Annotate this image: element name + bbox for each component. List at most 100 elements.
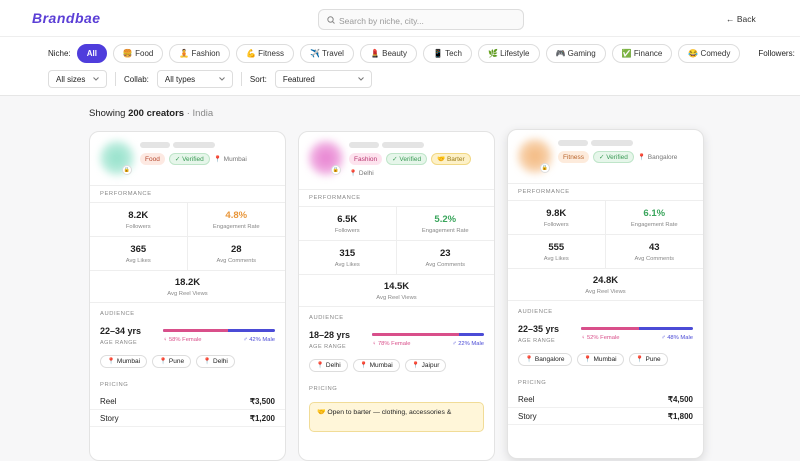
metric: 43 Avg Comments bbox=[605, 235, 703, 269]
age-block: 22–34 yrs AGE RANGE bbox=[100, 326, 141, 346]
metric: 28 Avg Comments bbox=[187, 237, 285, 271]
niche-chip[interactable]: 🧘 Fashion bbox=[169, 43, 230, 63]
female-share bbox=[372, 333, 460, 336]
male-label: ♂ 42% Male bbox=[243, 337, 275, 343]
age-label: AGE RANGE bbox=[100, 340, 138, 346]
metric: 23 Avg Comments bbox=[396, 241, 494, 275]
male-label: ♂ 22% Male bbox=[452, 341, 484, 347]
metric-label: Avg Reel Views bbox=[167, 290, 208, 297]
niche-chip[interactable]: 🍔 Food bbox=[112, 43, 164, 63]
female-label: ♀ 78% Female bbox=[372, 341, 411, 347]
price-name: Story bbox=[518, 411, 537, 421]
section-label: AUDIENCE bbox=[518, 309, 553, 315]
gender-labels: ♀ 58% Female ♂ 42% Male bbox=[163, 337, 275, 343]
city-chip: 📍 Pune bbox=[628, 352, 668, 366]
select-value: Featured bbox=[282, 74, 315, 84]
section-label: PERFORMANCE bbox=[100, 191, 152, 197]
price-name: Reel bbox=[100, 396, 117, 406]
metric-value: 365 bbox=[130, 243, 147, 255]
metric-value: 6.5K bbox=[337, 213, 358, 225]
tags: Fashion ✓ Verified 🤝 Barter 📍 Delhi bbox=[349, 153, 489, 177]
gender-bar bbox=[163, 329, 275, 332]
sort-label: Sort: bbox=[249, 74, 267, 84]
creator-card[interactable]: 🔒 Fashion ✓ Verified 🤝 Barter 📍 Delhi PERFORM… bbox=[298, 131, 495, 461]
card-header: 🔒 Fashion ✓ Verified 🤝 Barter 📍 Delhi bbox=[299, 132, 494, 190]
section-label: PRICING bbox=[518, 380, 547, 386]
location: 📍 Mumbai bbox=[213, 156, 247, 163]
verified-tag: ✓ Verified bbox=[592, 151, 634, 163]
metric: 18.2K Avg Reel Views bbox=[90, 271, 285, 303]
price-value: ₹1,200 bbox=[249, 413, 275, 423]
cities: 📍 Mumbai 📍 Pune 📍 Delhi bbox=[90, 350, 285, 372]
niche-chip[interactable]: ✅ Finance bbox=[611, 43, 673, 63]
metric-label: Engagement Rate bbox=[630, 221, 678, 228]
metric: 9.8K Followers bbox=[508, 201, 606, 235]
name-placeholder bbox=[140, 142, 170, 148]
gender-labels: ♀ 52% Female ♂ 48% Male bbox=[581, 335, 693, 341]
tags: Fitness ✓ Verified 📍 Bangalore bbox=[558, 151, 698, 163]
niche-chip[interactable]: 😂 Comedy bbox=[678, 43, 741, 63]
niche-chip[interactable]: 💄 Beauty bbox=[359, 43, 418, 63]
male-label: ♂ 48% Male bbox=[661, 335, 693, 341]
summary-prefix: Showing bbox=[89, 108, 126, 119]
metric-label: Avg Comments bbox=[216, 257, 257, 264]
metric-value: 315 bbox=[339, 247, 356, 259]
metric-label: Followers bbox=[334, 227, 360, 234]
creator-card[interactable]: 🔒 Food ✓ Verified 📍 Mumbai PERFORMANCE 8.2K Fo… bbox=[89, 131, 286, 461]
metric: 14.5K Avg Reel Views bbox=[299, 275, 494, 307]
niche-chip[interactable]: All bbox=[76, 43, 107, 63]
city-chip: 📍 Jaipur bbox=[404, 358, 447, 372]
price-row: Story ₹1,800 bbox=[508, 408, 703, 425]
city-chip: 📍 Mumbai bbox=[576, 352, 624, 366]
section-label: PERFORMANCE bbox=[518, 189, 570, 195]
summary-count: 200 creators bbox=[128, 108, 185, 119]
logo[interactable]: Brandbae bbox=[32, 10, 101, 26]
niche-chip[interactable]: ✈️ Travel bbox=[299, 43, 354, 63]
female-label: ♀ 52% Female bbox=[581, 335, 620, 341]
card-header: 🔒 Food ✓ Verified 📍 Mumbai bbox=[90, 132, 285, 186]
city-chip: 📍 Delhi bbox=[196, 354, 235, 368]
metrics: 8.2K Followers 4.8% Engagement Rate 365 Avg L… bbox=[90, 202, 285, 303]
location: 📍 Delhi bbox=[349, 170, 374, 177]
metric: 6.1% Engagement Rate bbox=[605, 201, 703, 235]
niche-tag: Fitness bbox=[558, 151, 589, 163]
section-label: PRICING bbox=[309, 386, 338, 392]
age-label: AGE RANGE bbox=[518, 338, 556, 344]
followers-label: Followers: bbox=[758, 48, 795, 58]
age-range: 22–35 yrs bbox=[518, 324, 560, 334]
chevron bbox=[219, 77, 225, 81]
metric-label: Avg Likes bbox=[334, 261, 360, 268]
back-button[interactable]: ← Back bbox=[726, 14, 756, 24]
tags: Food ✓ Verified 📍 Mumbai bbox=[140, 153, 280, 165]
price-row: Reel ₹4,500 bbox=[508, 391, 703, 408]
metric: 365 Avg Likes bbox=[90, 237, 188, 271]
metric-value: 555 bbox=[548, 241, 565, 253]
metric-label: Avg Reel Views bbox=[585, 288, 626, 295]
niche-filter: Niche: All 🍔 Food 🧘 Fashion 💪 Fitness ✈️ Trav… bbox=[48, 43, 795, 63]
metric: 6.5K Followers bbox=[299, 207, 397, 241]
female-share bbox=[581, 327, 640, 330]
select[interactable]: All types bbox=[156, 70, 233, 88]
lock-badge: 🔒 bbox=[122, 165, 132, 175]
niche-label: Niche: bbox=[48, 48, 71, 58]
select[interactable]: All sizes bbox=[48, 70, 107, 88]
price-value: ₹4,500 bbox=[667, 394, 693, 404]
niche-chip[interactable]: 🌿 Lifestyle bbox=[477, 43, 540, 63]
metric-label: Avg Likes bbox=[543, 255, 569, 262]
age-label: AGE RANGE bbox=[309, 344, 347, 350]
metric-value: 28 bbox=[230, 243, 242, 255]
price-value: ₹3,500 bbox=[249, 396, 275, 406]
metric: 8.2K Followers bbox=[90, 203, 188, 237]
metric-label: Avg Likes bbox=[125, 257, 151, 264]
female-share bbox=[163, 329, 228, 332]
gender: ♀ 78% Female ♂ 22% Male bbox=[372, 333, 484, 347]
metric-value: 18.2K bbox=[174, 276, 201, 288]
search-box[interactable]: Search by niche, city... bbox=[318, 9, 524, 30]
creator-card[interactable]: 🔒 Fitness ✓ Verified 📍 Bangalore PERFORMANCE… bbox=[507, 129, 704, 459]
niche-chip[interactable]: 🎮 Gaming bbox=[545, 43, 606, 63]
niche-chip[interactable]: 💪 Fitness bbox=[236, 43, 294, 63]
metric-label: Followers bbox=[125, 223, 151, 230]
select[interactable]: Featured bbox=[274, 70, 372, 88]
select-value: All types bbox=[164, 74, 196, 84]
niche-chip[interactable]: 📱 Tech bbox=[423, 43, 472, 63]
